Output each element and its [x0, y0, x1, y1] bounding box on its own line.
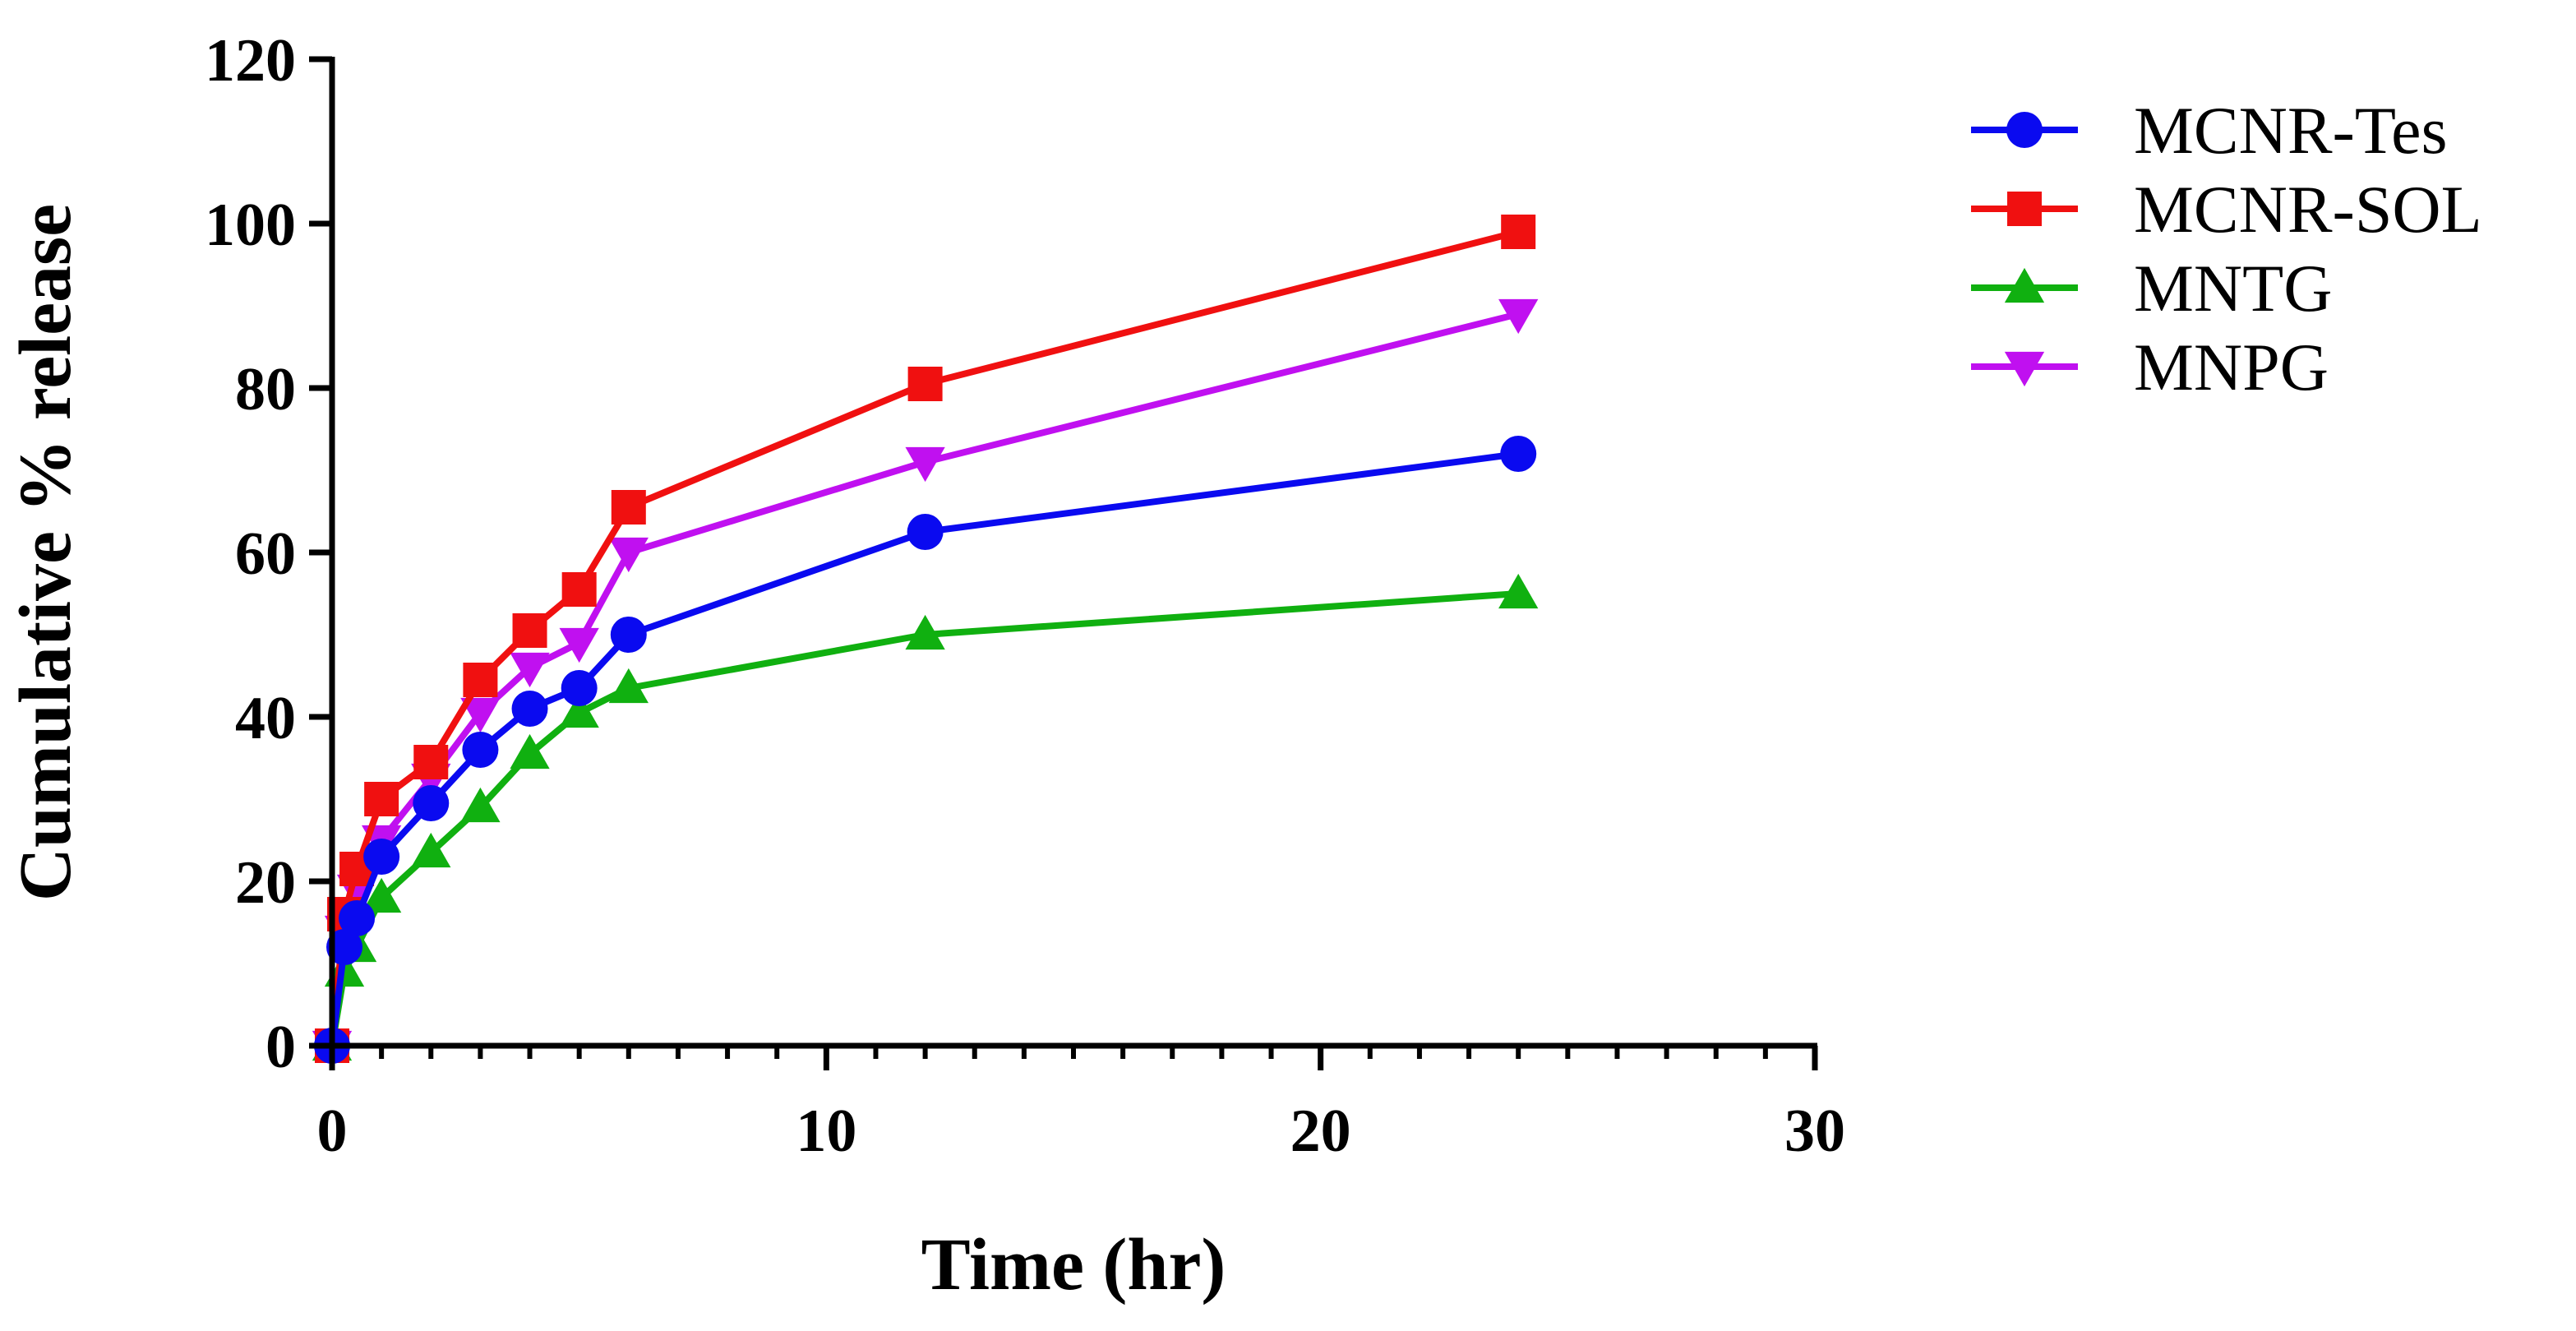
data-point	[511, 691, 548, 727]
data-point	[608, 537, 649, 573]
x-tick-label: 20	[1290, 1098, 1351, 1165]
data-point	[411, 832, 451, 868]
x-tick-label: 30	[1784, 1098, 1845, 1165]
y-tick-label: 60	[235, 520, 296, 588]
legend-marker	[2006, 112, 2043, 148]
x-tick-label: 0	[317, 1098, 348, 1165]
y-tick-label: 40	[235, 685, 296, 752]
data-point	[413, 785, 450, 821]
data-point	[610, 617, 647, 653]
legend-marker	[2004, 351, 2045, 387]
data-point	[460, 787, 501, 823]
legend-label: MNTG	[2134, 251, 2332, 326]
data-point	[559, 627, 599, 663]
data-point	[907, 367, 943, 401]
data-point	[463, 663, 498, 697]
legend-marker	[2004, 267, 2045, 303]
data-point	[1500, 436, 1537, 472]
y-tick-label: 80	[235, 356, 296, 423]
series-line	[329, 590, 1519, 1047]
data-point	[1498, 298, 1539, 335]
x-tick-label: 10	[796, 1098, 856, 1165]
legend-item: MCNR-SOL	[1971, 172, 2482, 247]
data-point	[905, 614, 945, 650]
data-point	[611, 490, 646, 525]
y-axis-title: Cumulative % release	[5, 204, 86, 901]
data-point	[510, 733, 550, 769]
y-tick-label: 0	[265, 1014, 296, 1081]
plot-area	[312, 215, 1539, 1066]
data-point	[363, 839, 400, 875]
data-point	[339, 900, 376, 936]
legend-label: MNPG	[2134, 330, 2329, 404]
data-point	[561, 572, 597, 607]
data-point	[907, 514, 944, 550]
series-mcnr-tes	[314, 436, 1537, 1064]
y-tick-label: 100	[205, 192, 296, 259]
data-point	[413, 745, 449, 779]
data-point	[326, 929, 363, 965]
legend-label: MCNR-SOL	[2134, 172, 2482, 247]
data-point	[1498, 573, 1539, 609]
legend-marker	[2007, 192, 2042, 226]
data-point	[905, 446, 945, 483]
y-tick-label: 20	[235, 849, 296, 917]
data-point	[510, 652, 550, 688]
axes: 0 20 40 60 80 100 120 0 10 20 30	[205, 27, 1845, 1165]
data-point	[512, 613, 547, 648]
x-axis-title: Time (hr)	[921, 1224, 1226, 1306]
legend-item: MCNR-Tes	[1971, 93, 2448, 168]
data-point	[608, 668, 649, 704]
y-tick-label: 120	[205, 27, 296, 95]
data-point	[364, 782, 399, 816]
data-point	[559, 692, 599, 728]
data-point	[1501, 215, 1536, 249]
data-point	[561, 670, 598, 706]
data-point	[462, 732, 499, 768]
data-point	[460, 697, 501, 733]
data-point	[361, 877, 402, 913]
legend-item: MNPG	[1971, 330, 2329, 404]
series-mntg	[312, 573, 1539, 1061]
legend-label: MCNR-Tes	[2134, 93, 2448, 168]
legend-item: MNTG	[1971, 251, 2332, 326]
series-line	[329, 311, 1520, 1047]
